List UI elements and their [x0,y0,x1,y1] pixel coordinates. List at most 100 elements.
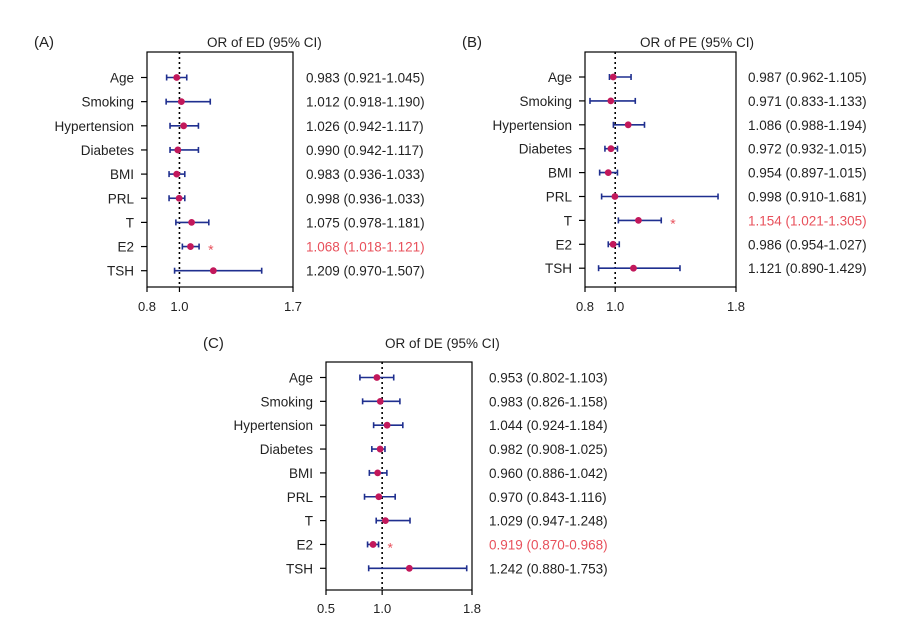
odds-ratio-point [175,194,183,202]
x-tick-label: 1.7 [284,299,302,314]
odds-ratio-point [177,98,185,106]
row-label: Hypertension [54,119,134,134]
or-ci-value: 1.075 (0.978-1.181) [306,215,425,230]
row-tsh: TSH 1.242 (0.880-1.753) [286,561,608,576]
row-t: T 1.075 (0.978-1.181) [126,215,425,230]
x-tick-label: 1.8 [463,601,481,616]
or-ci-value: 0.954 (0.897-1.015) [748,166,867,181]
or-ci-value: 0.919 (0.870-0.968) [489,537,608,552]
row-diabetes: Diabetes 0.982 (0.908-1.025) [260,442,608,457]
row-e2: E2 0.986 (0.954-1.027) [555,237,866,252]
odds-ratio-point [609,73,617,81]
odds-ratio-point [383,421,391,429]
odds-ratio-point [173,170,181,178]
chart-title: OR of DE (95% CI) [385,336,500,351]
or-ci-value: 0.987 (0.962-1.105) [748,70,867,85]
row-diabetes: Diabetes 0.990 (0.942-1.117) [81,143,424,158]
or-ci-value: 0.983 (0.921-1.045) [306,71,425,86]
chart-title: OR of PE (95% CI) [640,35,754,50]
row-hypertension: Hypertension 1.086 (0.988-1.194) [492,118,866,133]
row-hypertension: Hypertension 1.026 (0.942-1.117) [54,119,423,134]
row-label: Diabetes [260,442,314,457]
or-ci-value: 1.026 (0.942-1.117) [306,119,424,134]
odds-ratio-point [630,264,637,272]
or-ci-value: 0.970 (0.843-1.116) [489,490,607,505]
odds-ratio-point [188,219,196,226]
row-e2: E2 * 0.919 (0.870-0.968) [296,537,607,555]
x-tick-label: 1.8 [727,299,745,314]
odds-ratio-point [374,469,382,477]
row-label: PRL [287,490,314,505]
odds-ratio-point [604,169,612,177]
odds-ratio-point [624,121,632,129]
plot-frame [325,361,473,591]
significance-star: * [388,539,394,555]
row-label: Diabetes [81,143,135,158]
row-label: Diabetes [519,142,573,157]
odds-ratio-point [180,122,188,130]
row-prl: PRL 0.970 (0.843-1.116) [287,490,607,505]
odds-ratio-point [609,240,617,248]
row-diabetes: Diabetes 0.972 (0.932-1.015) [519,142,867,157]
forest-panel-a: (A) OR of ED (95% CI) 0.8 1.0 1.7 Age 0.983 (0… [34,34,425,314]
row-label: Age [548,70,572,85]
odds-ratio-point [635,217,642,224]
odds-ratio-point [607,145,615,153]
or-ci-value: 1.121 (0.890-1.429) [748,261,867,276]
row-age: Age 0.983 (0.921-1.045) [110,71,425,86]
forest-panel-b: (B) OR of PE (95% CI) 0.8 1.0 1.8 Age 0.987 (0… [462,34,867,314]
row-prl: PRL 0.998 (0.910-1.681) [546,190,867,205]
row-label: Hypertension [233,418,313,433]
odds-ratio-point [369,541,377,548]
or-ci-value: 0.983 (0.826-1.158) [489,394,608,409]
odds-ratio-point [405,564,413,572]
odds-ratio-point [382,517,389,524]
or-ci-value: 0.986 (0.954-1.027) [748,237,867,252]
odds-ratio-point [187,243,194,250]
or-ci-value: 0.971 (0.833-1.133) [748,94,867,109]
plot-frame [146,51,294,288]
row-label: T [126,215,134,230]
row-age: Age 0.987 (0.962-1.105) [548,70,867,85]
x-tick-label: 1.0 [606,299,624,314]
or-ci-value: 0.998 (0.936-1.033) [306,191,425,206]
row-smoking: Smoking 0.971 (0.833-1.133) [519,94,866,109]
row-label: Age [289,371,313,386]
row-smoking: Smoking 1.012 (0.918-1.190) [81,95,424,110]
x-tick-label: 0.5 [317,601,335,616]
row-t: T * 1.154 (1.021-1.305) [564,213,867,231]
row-label: BMI [548,166,572,181]
row-label: TSH [286,561,313,576]
or-ci-value: 0.960 (0.886-1.042) [489,466,608,481]
odds-ratio-point [174,146,182,154]
x-tick-label: 0.8 [138,299,156,314]
odds-ratio-point [611,193,619,200]
row-label: T [564,213,572,228]
forest-panel-c: (C) OR of DE (95% CI) 0.5 1.0 1.8 Age 0.953 (0… [203,335,608,616]
row-bmi: BMI 0.983 (0.936-1.033) [110,167,425,182]
or-ci-value: 0.953 (0.802-1.103) [489,371,608,386]
row-prl: PRL 0.998 (0.936-1.033) [108,191,425,206]
row-label: TSH [107,264,134,279]
odds-ratio-point [375,493,383,501]
row-tsh: TSH 1.209 (0.970-1.507) [107,264,425,279]
row-bmi: BMI 0.954 (0.897-1.015) [548,166,867,181]
row-label: Hypertension [492,118,572,133]
chart-title: OR of ED (95% CI) [207,35,322,50]
panel-label: (A) [34,34,54,51]
or-ci-value: 1.012 (0.918-1.190) [306,95,425,110]
row-t: T 1.029 (0.947-1.248) [305,514,608,529]
row-label: Smoking [519,94,572,109]
or-ci-value: 0.982 (0.908-1.025) [489,442,608,457]
or-ci-value: 1.029 (0.947-1.248) [489,514,608,529]
or-ci-value: 0.983 (0.936-1.033) [306,167,425,182]
row-e2: E2 * 1.068 (1.018-1.121) [117,240,424,258]
row-age: Age 0.953 (0.802-1.103) [289,371,608,386]
row-label: E2 [555,237,572,252]
or-ci-value: 1.068 (1.018-1.121) [306,240,425,255]
row-label: TSH [545,261,572,276]
odds-ratio-point [373,374,381,381]
row-bmi: BMI 0.960 (0.886-1.042) [289,466,608,481]
x-tick-label: 0.8 [576,299,594,314]
